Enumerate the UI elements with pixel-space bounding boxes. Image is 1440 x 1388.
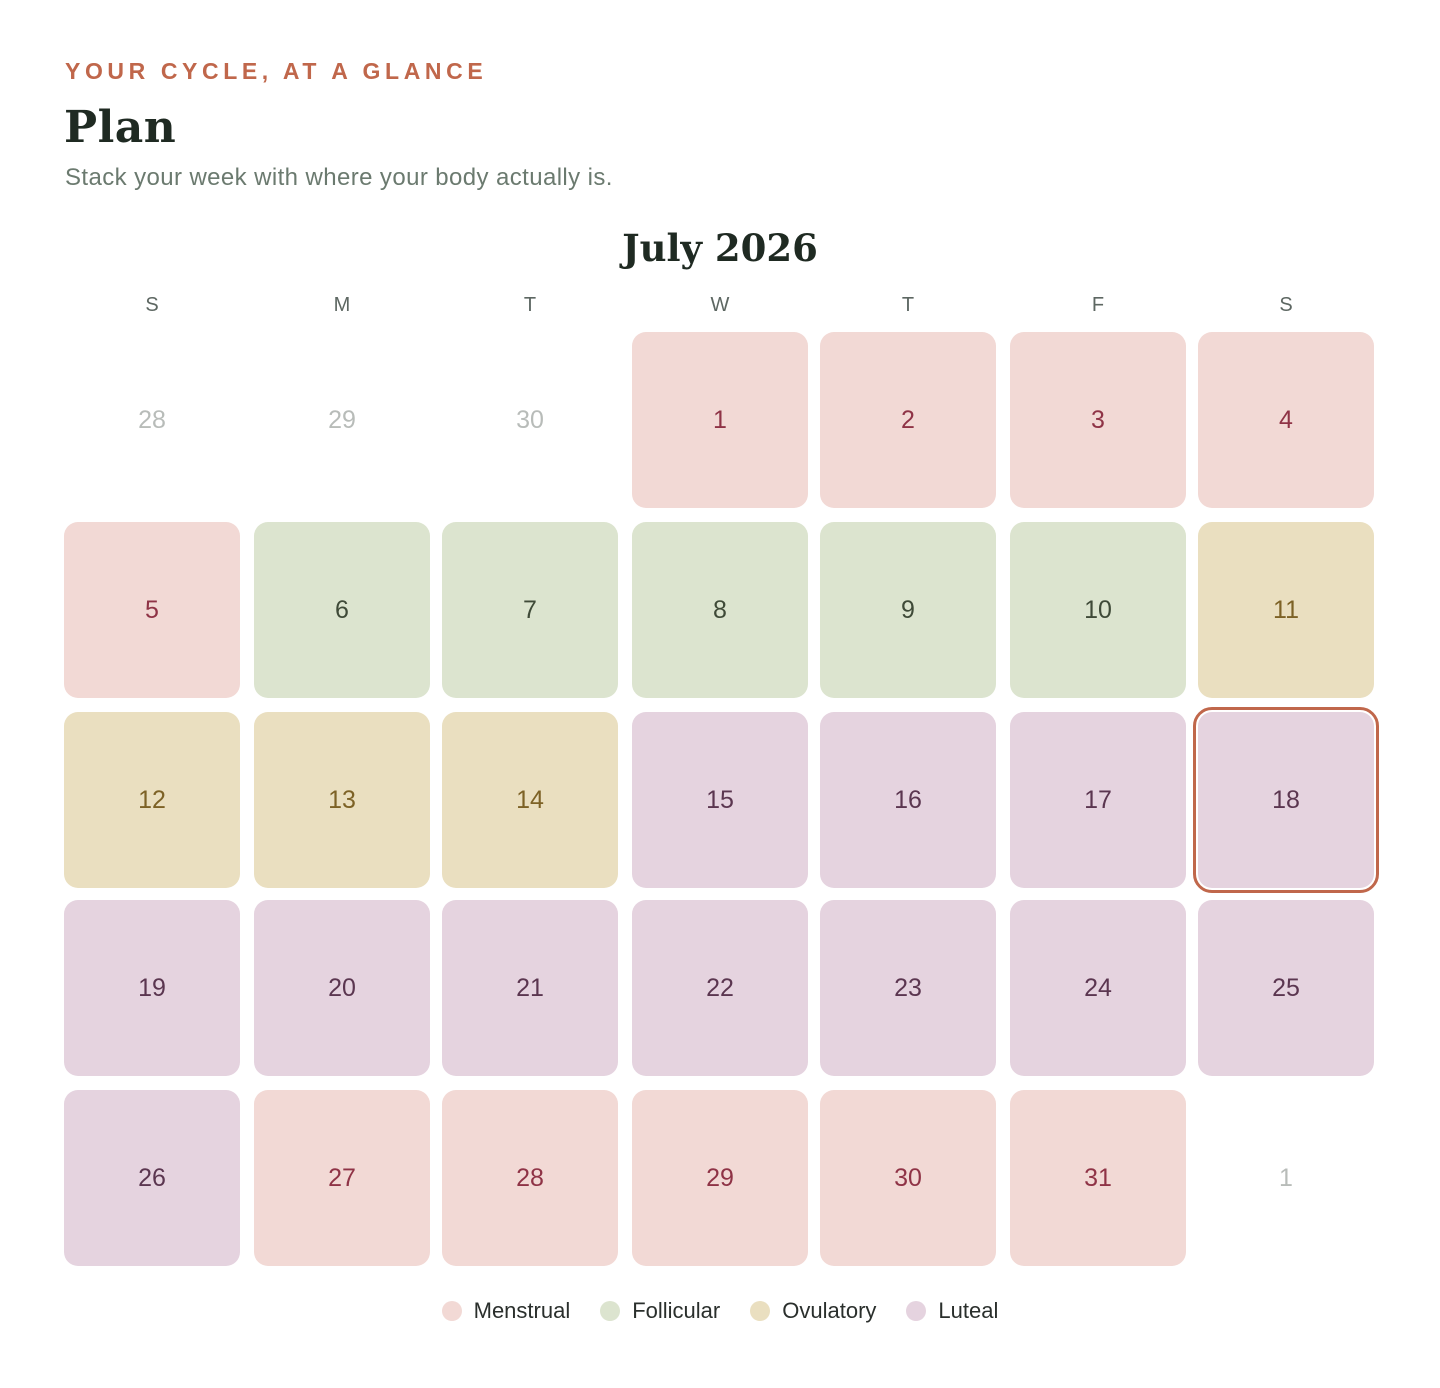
day-cell[interactable]: 7 bbox=[442, 522, 618, 698]
day-number: 27 bbox=[328, 1163, 356, 1192]
day-cell-today[interactable]: 18 bbox=[1193, 707, 1379, 893]
day-cell-outside-month: 29 bbox=[254, 332, 430, 508]
day-number: 13 bbox=[328, 785, 356, 814]
day-cell[interactable]: 27 bbox=[254, 1090, 430, 1266]
page-subtitle: Stack your week with where your body act… bbox=[65, 164, 613, 191]
legend-label: Follicular bbox=[632, 1298, 721, 1323]
day-cell[interactable]: 5 bbox=[64, 522, 240, 698]
day-cell[interactable]: 26 bbox=[64, 1090, 240, 1266]
month-label: July 2026 bbox=[622, 226, 818, 270]
weekday-header: M bbox=[333, 294, 351, 316]
day-cell[interactable]: 13 bbox=[254, 712, 430, 888]
day-cell[interactable]: 22 bbox=[632, 900, 808, 1076]
legend-label: Luteal bbox=[938, 1298, 999, 1323]
day-cell-outside-month: 28 bbox=[64, 332, 240, 508]
day-cell[interactable]: 24 bbox=[1010, 900, 1186, 1076]
day-number: 25 bbox=[1272, 973, 1300, 1002]
day-number: 14 bbox=[516, 785, 544, 814]
day-cell-outside-month: 30 bbox=[442, 332, 618, 508]
day-cell[interactable]: 21 bbox=[442, 900, 618, 1076]
weekday-header: W bbox=[710, 294, 730, 316]
day-number: 20 bbox=[328, 973, 356, 1002]
day-number: 4 bbox=[1279, 405, 1293, 434]
day-number: 10 bbox=[1084, 595, 1112, 624]
day-number: 11 bbox=[1273, 595, 1299, 624]
day-number: 29 bbox=[328, 405, 356, 434]
day-number: 24 bbox=[1084, 973, 1112, 1002]
day-number: 30 bbox=[894, 1163, 922, 1192]
day-number: 9 bbox=[901, 595, 915, 624]
day-cell[interactable]: 6 bbox=[254, 522, 430, 698]
day-number: 7 bbox=[523, 595, 537, 624]
day-number: 3 bbox=[1091, 405, 1105, 434]
day-number: 2 bbox=[901, 405, 915, 434]
day-cell[interactable]: 23 bbox=[820, 900, 996, 1076]
day-cell[interactable]: 16 bbox=[820, 712, 996, 888]
day-number: 15 bbox=[706, 785, 734, 814]
day-cell[interactable]: 31 bbox=[1010, 1090, 1186, 1266]
day-number: 18 bbox=[1272, 785, 1300, 814]
legend-dot-icon bbox=[906, 1301, 927, 1321]
day-number: 28 bbox=[138, 405, 166, 434]
day-cell[interactable]: 29 bbox=[632, 1090, 808, 1266]
legend-dot-icon bbox=[441, 1301, 462, 1321]
day-cell-outside-month: 1 bbox=[1198, 1090, 1374, 1266]
day-number: 28 bbox=[516, 1163, 544, 1192]
legend-item-follicular: Follicular bbox=[600, 1298, 720, 1324]
day-cell[interactable]: 9 bbox=[820, 522, 996, 698]
day-number: 22 bbox=[706, 973, 734, 1002]
day-cell[interactable]: 10 bbox=[1010, 522, 1186, 698]
day-number: 16 bbox=[894, 785, 922, 814]
weekday-header: T bbox=[901, 294, 915, 316]
legend-dot-icon bbox=[750, 1301, 771, 1321]
day-cell[interactable]: 17 bbox=[1010, 712, 1186, 888]
page-title: Plan bbox=[64, 102, 177, 153]
day-number: 17 bbox=[1084, 785, 1112, 814]
weekday-header: S bbox=[145, 294, 159, 316]
day-number: 30 bbox=[516, 405, 544, 434]
day-number: 26 bbox=[138, 1163, 166, 1192]
day-cell[interactable]: 2 bbox=[820, 332, 996, 508]
day-cell[interactable]: 14 bbox=[442, 712, 618, 888]
day-cell[interactable]: 12 bbox=[64, 712, 240, 888]
legend-item-ovulatory: Ovulatory bbox=[750, 1298, 876, 1324]
day-number: 29 bbox=[706, 1163, 734, 1192]
day-number: 19 bbox=[138, 973, 166, 1002]
day-number: 5 bbox=[145, 595, 159, 624]
day-cell[interactable]: 4 bbox=[1198, 332, 1374, 508]
day-number: 8 bbox=[713, 595, 727, 624]
day-cell[interactable]: 11 bbox=[1198, 522, 1374, 698]
legend-dot-icon bbox=[600, 1301, 621, 1321]
day-number: 12 bbox=[138, 785, 166, 814]
day-cell[interactable]: 19 bbox=[64, 900, 240, 1076]
weekday-header: S bbox=[1279, 294, 1293, 316]
day-number: 6 bbox=[335, 595, 349, 624]
day-cell[interactable]: 25 bbox=[1198, 900, 1374, 1076]
day-cell[interactable]: 8 bbox=[632, 522, 808, 698]
day-number: 1 bbox=[713, 405, 727, 434]
day-cell[interactable]: 30 bbox=[820, 1090, 996, 1266]
day-number: 31 bbox=[1084, 1163, 1112, 1192]
day-number: 1 bbox=[1279, 1163, 1293, 1192]
weekday-header: T bbox=[523, 294, 537, 316]
weekday-header: F bbox=[1091, 294, 1105, 316]
phase-legend: Menstrual Follicular Ovulatory Luteal bbox=[0, 1298, 1440, 1324]
day-number: 23 bbox=[894, 973, 922, 1002]
legend-label: Ovulatory bbox=[782, 1298, 877, 1323]
legend-item-menstrual: Menstrual bbox=[441, 1298, 571, 1324]
day-number: 21 bbox=[516, 973, 544, 1002]
day-cell[interactable]: 3 bbox=[1010, 332, 1186, 508]
day-cell[interactable]: 15 bbox=[632, 712, 808, 888]
legend-label: Menstrual bbox=[473, 1298, 571, 1323]
legend-item-luteal: Luteal bbox=[906, 1298, 998, 1324]
eyebrow-label: YOUR CYCLE, AT A GLANCE bbox=[65, 58, 488, 84]
day-cell[interactable]: 20 bbox=[254, 900, 430, 1076]
day-cell[interactable]: 28 bbox=[442, 1090, 618, 1266]
day-cell[interactable]: 1 bbox=[632, 332, 808, 508]
